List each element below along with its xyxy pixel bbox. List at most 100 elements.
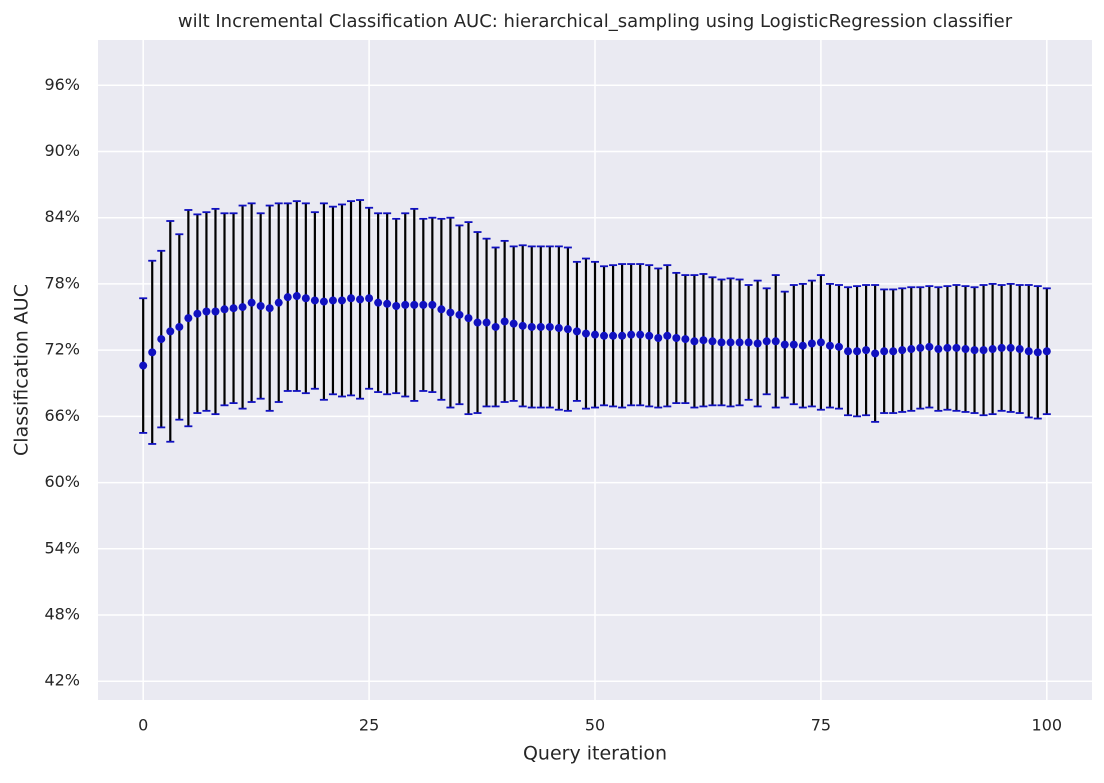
data-point <box>374 298 383 307</box>
data-point <box>238 303 247 312</box>
data-point <box>319 297 328 306</box>
data-point <box>825 341 834 350</box>
y-tick-label: 84% <box>44 207 80 226</box>
y-tick-label: 42% <box>44 671 80 690</box>
data-point <box>934 345 943 354</box>
data-point <box>771 337 780 346</box>
data-point <box>699 336 708 345</box>
data-point <box>148 348 157 357</box>
data-point <box>301 294 310 303</box>
data-point <box>383 299 392 308</box>
data-point <box>816 338 825 347</box>
y-tick-label: 66% <box>44 406 80 425</box>
data-point <box>247 298 256 307</box>
data-point <box>464 314 473 323</box>
chart-title: wilt Incremental Classification AUC: hie… <box>178 11 1013 32</box>
data-point <box>166 327 175 336</box>
data-point <box>265 304 274 313</box>
data-point <box>889 347 898 356</box>
data-point <box>283 293 292 302</box>
x-tick-label: 100 <box>1032 716 1063 735</box>
data-point <box>328 296 337 305</box>
data-point <box>988 345 997 354</box>
data-point <box>726 338 735 347</box>
data-point <box>482 318 491 327</box>
data-point <box>491 322 500 331</box>
data-point <box>853 347 862 356</box>
data-point <box>943 343 952 352</box>
data-point <box>834 342 843 351</box>
data-point <box>708 337 717 346</box>
data-point <box>437 305 446 314</box>
data-point <box>292 292 301 301</box>
data-point <box>979 346 988 355</box>
y-tick-label: 48% <box>44 605 80 624</box>
data-point <box>1042 347 1051 356</box>
x-axis-label: Query iteration <box>523 743 667 765</box>
data-point <box>509 319 518 328</box>
data-point <box>1024 347 1033 356</box>
data-point <box>618 331 627 340</box>
data-point <box>591 330 599 339</box>
x-tick-label: 25 <box>359 716 379 735</box>
x-tick-label: 50 <box>585 716 605 735</box>
data-point <box>672 333 681 342</box>
data-point <box>554 324 563 333</box>
data-point <box>844 347 853 356</box>
data-point <box>798 341 807 350</box>
data-point <box>202 307 211 316</box>
y-axis-label: Classification AUC <box>11 284 33 456</box>
data-point <box>780 340 789 349</box>
data-point <box>473 318 482 327</box>
data-point <box>347 294 356 303</box>
data-point <box>952 343 961 352</box>
data-point <box>545 322 554 331</box>
data-point <box>392 301 401 310</box>
data-point <box>157 335 166 344</box>
x-tick-label: 75 <box>811 716 831 735</box>
y-tick-label: 72% <box>44 340 80 359</box>
data-point <box>175 322 184 331</box>
data-point <box>609 331 618 340</box>
data-point <box>500 317 509 326</box>
data-point <box>744 338 753 347</box>
data-point <box>410 300 419 309</box>
data-point <box>690 337 699 346</box>
data-point <box>229 304 238 313</box>
y-tick-label: 54% <box>44 538 80 557</box>
data-point <box>1033 348 1042 357</box>
data-point <box>527 322 536 331</box>
data-point <box>446 308 455 317</box>
data-point <box>807 339 816 348</box>
data-point <box>220 305 229 314</box>
data-point <box>211 307 220 316</box>
data-point <box>1006 343 1015 352</box>
data-point <box>654 333 663 342</box>
data-point <box>970 346 979 355</box>
data-point <box>645 331 654 340</box>
data-point <box>735 338 744 347</box>
data-point <box>916 343 925 352</box>
data-point <box>925 342 934 351</box>
y-tick-label: 90% <box>44 141 80 160</box>
data-point <box>419 300 428 309</box>
data-point <box>536 322 545 331</box>
data-point <box>428 300 437 309</box>
data-point <box>581 329 590 338</box>
data-point <box>337 296 346 305</box>
data-point <box>563 325 572 334</box>
data-point <box>997 343 1006 352</box>
data-point <box>898 346 907 355</box>
data-point <box>717 338 726 347</box>
y-tick-label: 60% <box>44 472 80 491</box>
data-point <box>310 296 319 305</box>
data-point <box>762 337 771 346</box>
data-point <box>356 295 365 304</box>
data-point <box>455 310 464 319</box>
data-point <box>871 349 880 358</box>
data-point <box>789 340 798 349</box>
data-point <box>401 300 410 309</box>
data-point <box>365 294 374 303</box>
data-point <box>862 346 871 355</box>
